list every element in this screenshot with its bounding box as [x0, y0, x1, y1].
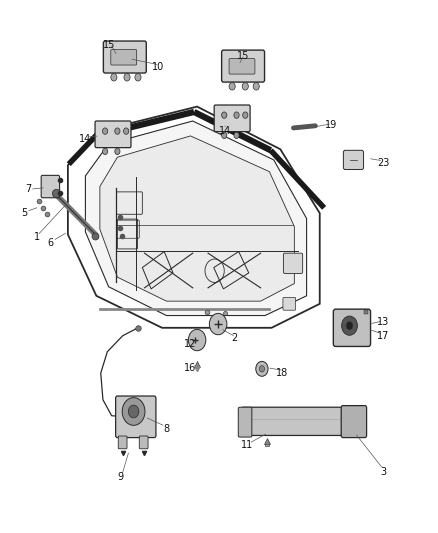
FancyBboxPatch shape	[333, 309, 371, 346]
Text: 15: 15	[237, 51, 249, 61]
Circle shape	[259, 366, 265, 372]
FancyBboxPatch shape	[103, 41, 146, 73]
FancyBboxPatch shape	[116, 396, 156, 438]
Text: 19: 19	[325, 120, 337, 130]
Circle shape	[102, 148, 108, 155]
Circle shape	[115, 148, 120, 155]
Circle shape	[346, 321, 353, 330]
Circle shape	[124, 128, 129, 134]
Text: 10: 10	[152, 62, 164, 71]
Circle shape	[188, 329, 206, 351]
Text: 15: 15	[103, 41, 116, 50]
Circle shape	[111, 74, 117, 81]
FancyBboxPatch shape	[343, 150, 364, 169]
FancyBboxPatch shape	[341, 406, 367, 438]
Text: 9: 9	[117, 472, 124, 482]
Circle shape	[234, 112, 239, 118]
Text: 14: 14	[219, 126, 232, 135]
FancyBboxPatch shape	[283, 297, 296, 310]
Circle shape	[135, 74, 141, 81]
FancyBboxPatch shape	[283, 253, 303, 273]
FancyBboxPatch shape	[222, 50, 265, 82]
Text: 6: 6	[47, 238, 53, 247]
Text: 18: 18	[276, 368, 289, 378]
FancyBboxPatch shape	[229, 59, 255, 74]
FancyBboxPatch shape	[214, 105, 250, 132]
Circle shape	[243, 112, 248, 118]
Text: 2: 2	[231, 334, 237, 343]
Text: 13: 13	[377, 318, 389, 327]
FancyBboxPatch shape	[238, 407, 252, 437]
Circle shape	[229, 83, 235, 90]
FancyBboxPatch shape	[41, 175, 60, 198]
Circle shape	[222, 132, 227, 139]
FancyBboxPatch shape	[95, 121, 131, 148]
Circle shape	[102, 128, 108, 134]
FancyBboxPatch shape	[241, 407, 357, 435]
Text: 23: 23	[377, 158, 389, 167]
Text: 5: 5	[21, 208, 27, 218]
Circle shape	[253, 83, 259, 90]
Circle shape	[242, 83, 248, 90]
Polygon shape	[85, 121, 307, 316]
Text: 16: 16	[184, 363, 197, 373]
Text: 17: 17	[377, 331, 389, 341]
Text: 3: 3	[380, 467, 386, 477]
Circle shape	[256, 361, 268, 376]
Circle shape	[234, 132, 239, 139]
Polygon shape	[100, 136, 294, 301]
Circle shape	[124, 74, 130, 81]
Text: 12: 12	[184, 339, 197, 349]
Circle shape	[222, 112, 227, 118]
Circle shape	[342, 316, 357, 335]
Text: 1: 1	[34, 232, 40, 242]
Text: 11: 11	[241, 440, 254, 450]
Circle shape	[209, 313, 227, 335]
Text: 7: 7	[25, 184, 32, 194]
Text: 14: 14	[79, 134, 92, 143]
Text: 8: 8	[163, 424, 170, 434]
Circle shape	[128, 405, 139, 418]
Circle shape	[115, 128, 120, 134]
FancyBboxPatch shape	[111, 50, 137, 65]
FancyBboxPatch shape	[139, 436, 148, 449]
Circle shape	[122, 398, 145, 425]
FancyBboxPatch shape	[118, 436, 127, 449]
